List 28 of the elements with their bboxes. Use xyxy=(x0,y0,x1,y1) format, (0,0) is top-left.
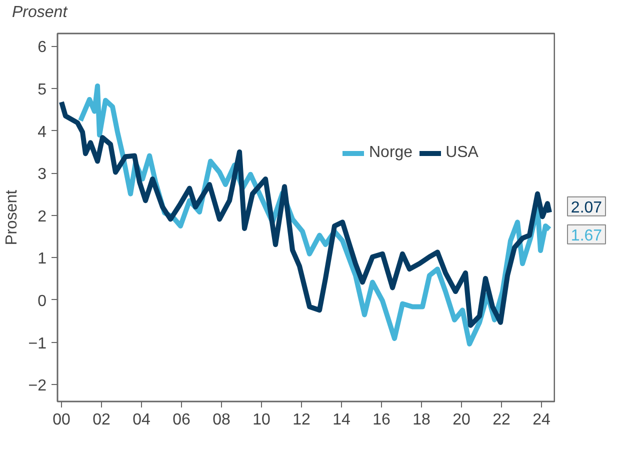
legend-label: Norge xyxy=(369,144,413,162)
annotation: 1.67 xyxy=(570,227,602,244)
legend-label: USA xyxy=(446,144,478,162)
y-tick-label: 0 xyxy=(38,292,47,310)
y-axis-title: Prosent xyxy=(3,189,20,245)
x-tick-label: 20 xyxy=(452,411,470,428)
x-tick-label: 02 xyxy=(92,411,110,428)
x-tick-label: 16 xyxy=(372,411,390,428)
x-tick-label: 14 xyxy=(332,411,350,428)
x-tick-label: 10 xyxy=(252,411,270,428)
chart-title: Prosent xyxy=(12,3,68,23)
x-tick-label: 18 xyxy=(412,411,430,428)
y-tick-label: 6 xyxy=(38,39,47,56)
x-tick-label: 08 xyxy=(212,411,230,428)
annotation: 2.07 xyxy=(570,199,602,216)
x-tick-label: 04 xyxy=(132,411,150,428)
y-tick-label: 4 xyxy=(38,124,47,141)
y-tick-label: −2 xyxy=(28,377,47,394)
y-tick-label: 1 xyxy=(38,250,47,268)
y-tick-label: 3 xyxy=(38,166,47,183)
x-tick-label: 22 xyxy=(492,411,510,428)
x-tick-label: 06 xyxy=(172,411,190,428)
y-tick-label: −1 xyxy=(28,335,47,352)
x-tick-label: 00 xyxy=(52,411,70,428)
x-tick-label: 12 xyxy=(292,411,310,428)
y-tick-label: 5 xyxy=(38,81,47,98)
x-tick-label: 24 xyxy=(532,411,550,428)
y-tick-label: 2 xyxy=(38,208,47,226)
